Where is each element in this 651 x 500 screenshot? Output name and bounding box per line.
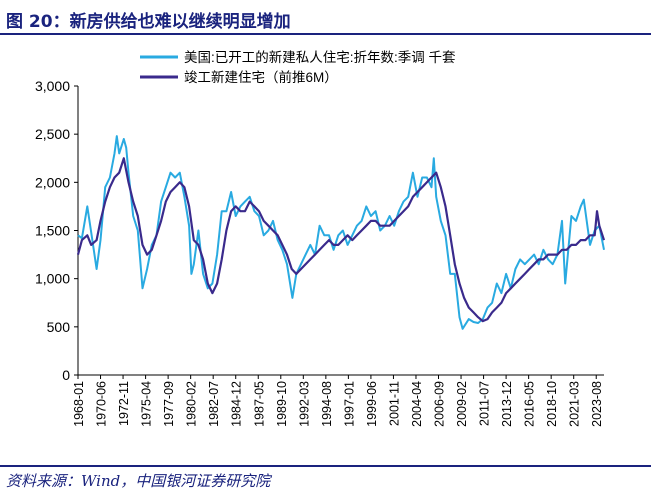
x-tick-label: 2021-03: [568, 381, 582, 427]
x-tick-label: 2001-11: [387, 381, 401, 426]
legend-label-2: 竣工新建住宅（前推6M）: [184, 69, 338, 85]
footer-rule: [0, 465, 651, 467]
y-tick-label: 2,000: [35, 174, 70, 190]
y-tick-label: 1,500: [35, 223, 70, 239]
x-tick-label: 1982-07: [207, 381, 221, 427]
y-tick-label: 0: [62, 367, 70, 383]
x-tick-label: 2023-08: [590, 381, 604, 427]
x-tick-label: 1987-05: [252, 381, 266, 427]
x-tick-label: 2006-09: [433, 381, 447, 427]
source-note: 资料来源：Wind，中国银河证券研究院: [6, 472, 271, 490]
legend-label-1: 美国:已开工的新建私人住宅:折年数:季调 千套: [184, 50, 456, 65]
x-tick-label: 1992-03: [297, 381, 311, 427]
x-tick-label: 1989-10: [275, 381, 289, 427]
y-tick-label: 2,500: [35, 126, 70, 142]
x-tick-label: 1975-04: [140, 381, 154, 427]
x-tick-label: 1997-01: [342, 381, 356, 427]
x-tick-label: 2009-02: [455, 381, 469, 427]
x-tick-label: 1999-06: [365, 381, 379, 427]
y-tick-label: 500: [47, 319, 71, 335]
x-tick-label: 1968-01: [72, 381, 86, 427]
series-line-2: [76, 157, 606, 323]
x-tick-label: 1977-09: [162, 381, 176, 427]
series-line-1: [77, 135, 605, 330]
x-tick-label: 1980-02: [185, 381, 199, 427]
y-tick-label: 3,000: [35, 78, 70, 94]
x-tick-label: 2016-05: [523, 381, 537, 427]
figure-title: 图 20：新房供给也难以继续明显增加: [6, 12, 291, 32]
title-rule: [0, 33, 651, 35]
x-tick-label: 2013-12: [500, 381, 514, 427]
y-tick-label: 1,000: [35, 271, 70, 287]
x-tick-label: 2011-07: [478, 381, 492, 426]
x-tick-label: 1984-12: [230, 381, 244, 427]
x-tick-label: 1994-08: [320, 381, 334, 427]
x-tick-label: 1970-06: [95, 381, 109, 427]
x-tick-label: 2004-04: [410, 381, 424, 427]
x-tick-label: 2018-10: [545, 381, 559, 427]
x-tick-label: 1972-11: [117, 381, 131, 426]
